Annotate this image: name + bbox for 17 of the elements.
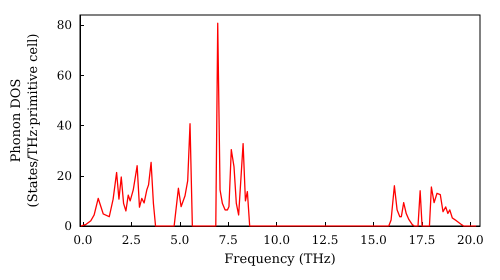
x-tick-label: 17.5 bbox=[408, 233, 436, 247]
y-tick-label: 0 bbox=[64, 219, 72, 233]
y-tick-label: 40 bbox=[56, 118, 72, 133]
x-tick-label: 12.5 bbox=[312, 233, 338, 247]
line-series bbox=[80, 22, 477, 227]
x-tick-label: 10.0 bbox=[263, 233, 290, 247]
x-tick-label: 0.0 bbox=[73, 233, 92, 247]
y-tick-label: 20 bbox=[56, 168, 72, 183]
y-axis-title: Phonon DOS (States/THz·primitive cell) bbox=[9, 33, 41, 208]
x-tick-label: 7.5 bbox=[218, 233, 238, 247]
y-tick-label: 60 bbox=[56, 68, 72, 82]
x-tick-label: 2.5 bbox=[122, 233, 141, 247]
x-tick-label: 5.0 bbox=[170, 233, 190, 247]
x-axis-title: Frequency (THz) bbox=[224, 252, 336, 267]
y-tick-label: 80 bbox=[56, 18, 72, 32]
x-tick-label: 20.0 bbox=[456, 233, 484, 247]
x-tick-label: 15.0 bbox=[360, 233, 387, 247]
